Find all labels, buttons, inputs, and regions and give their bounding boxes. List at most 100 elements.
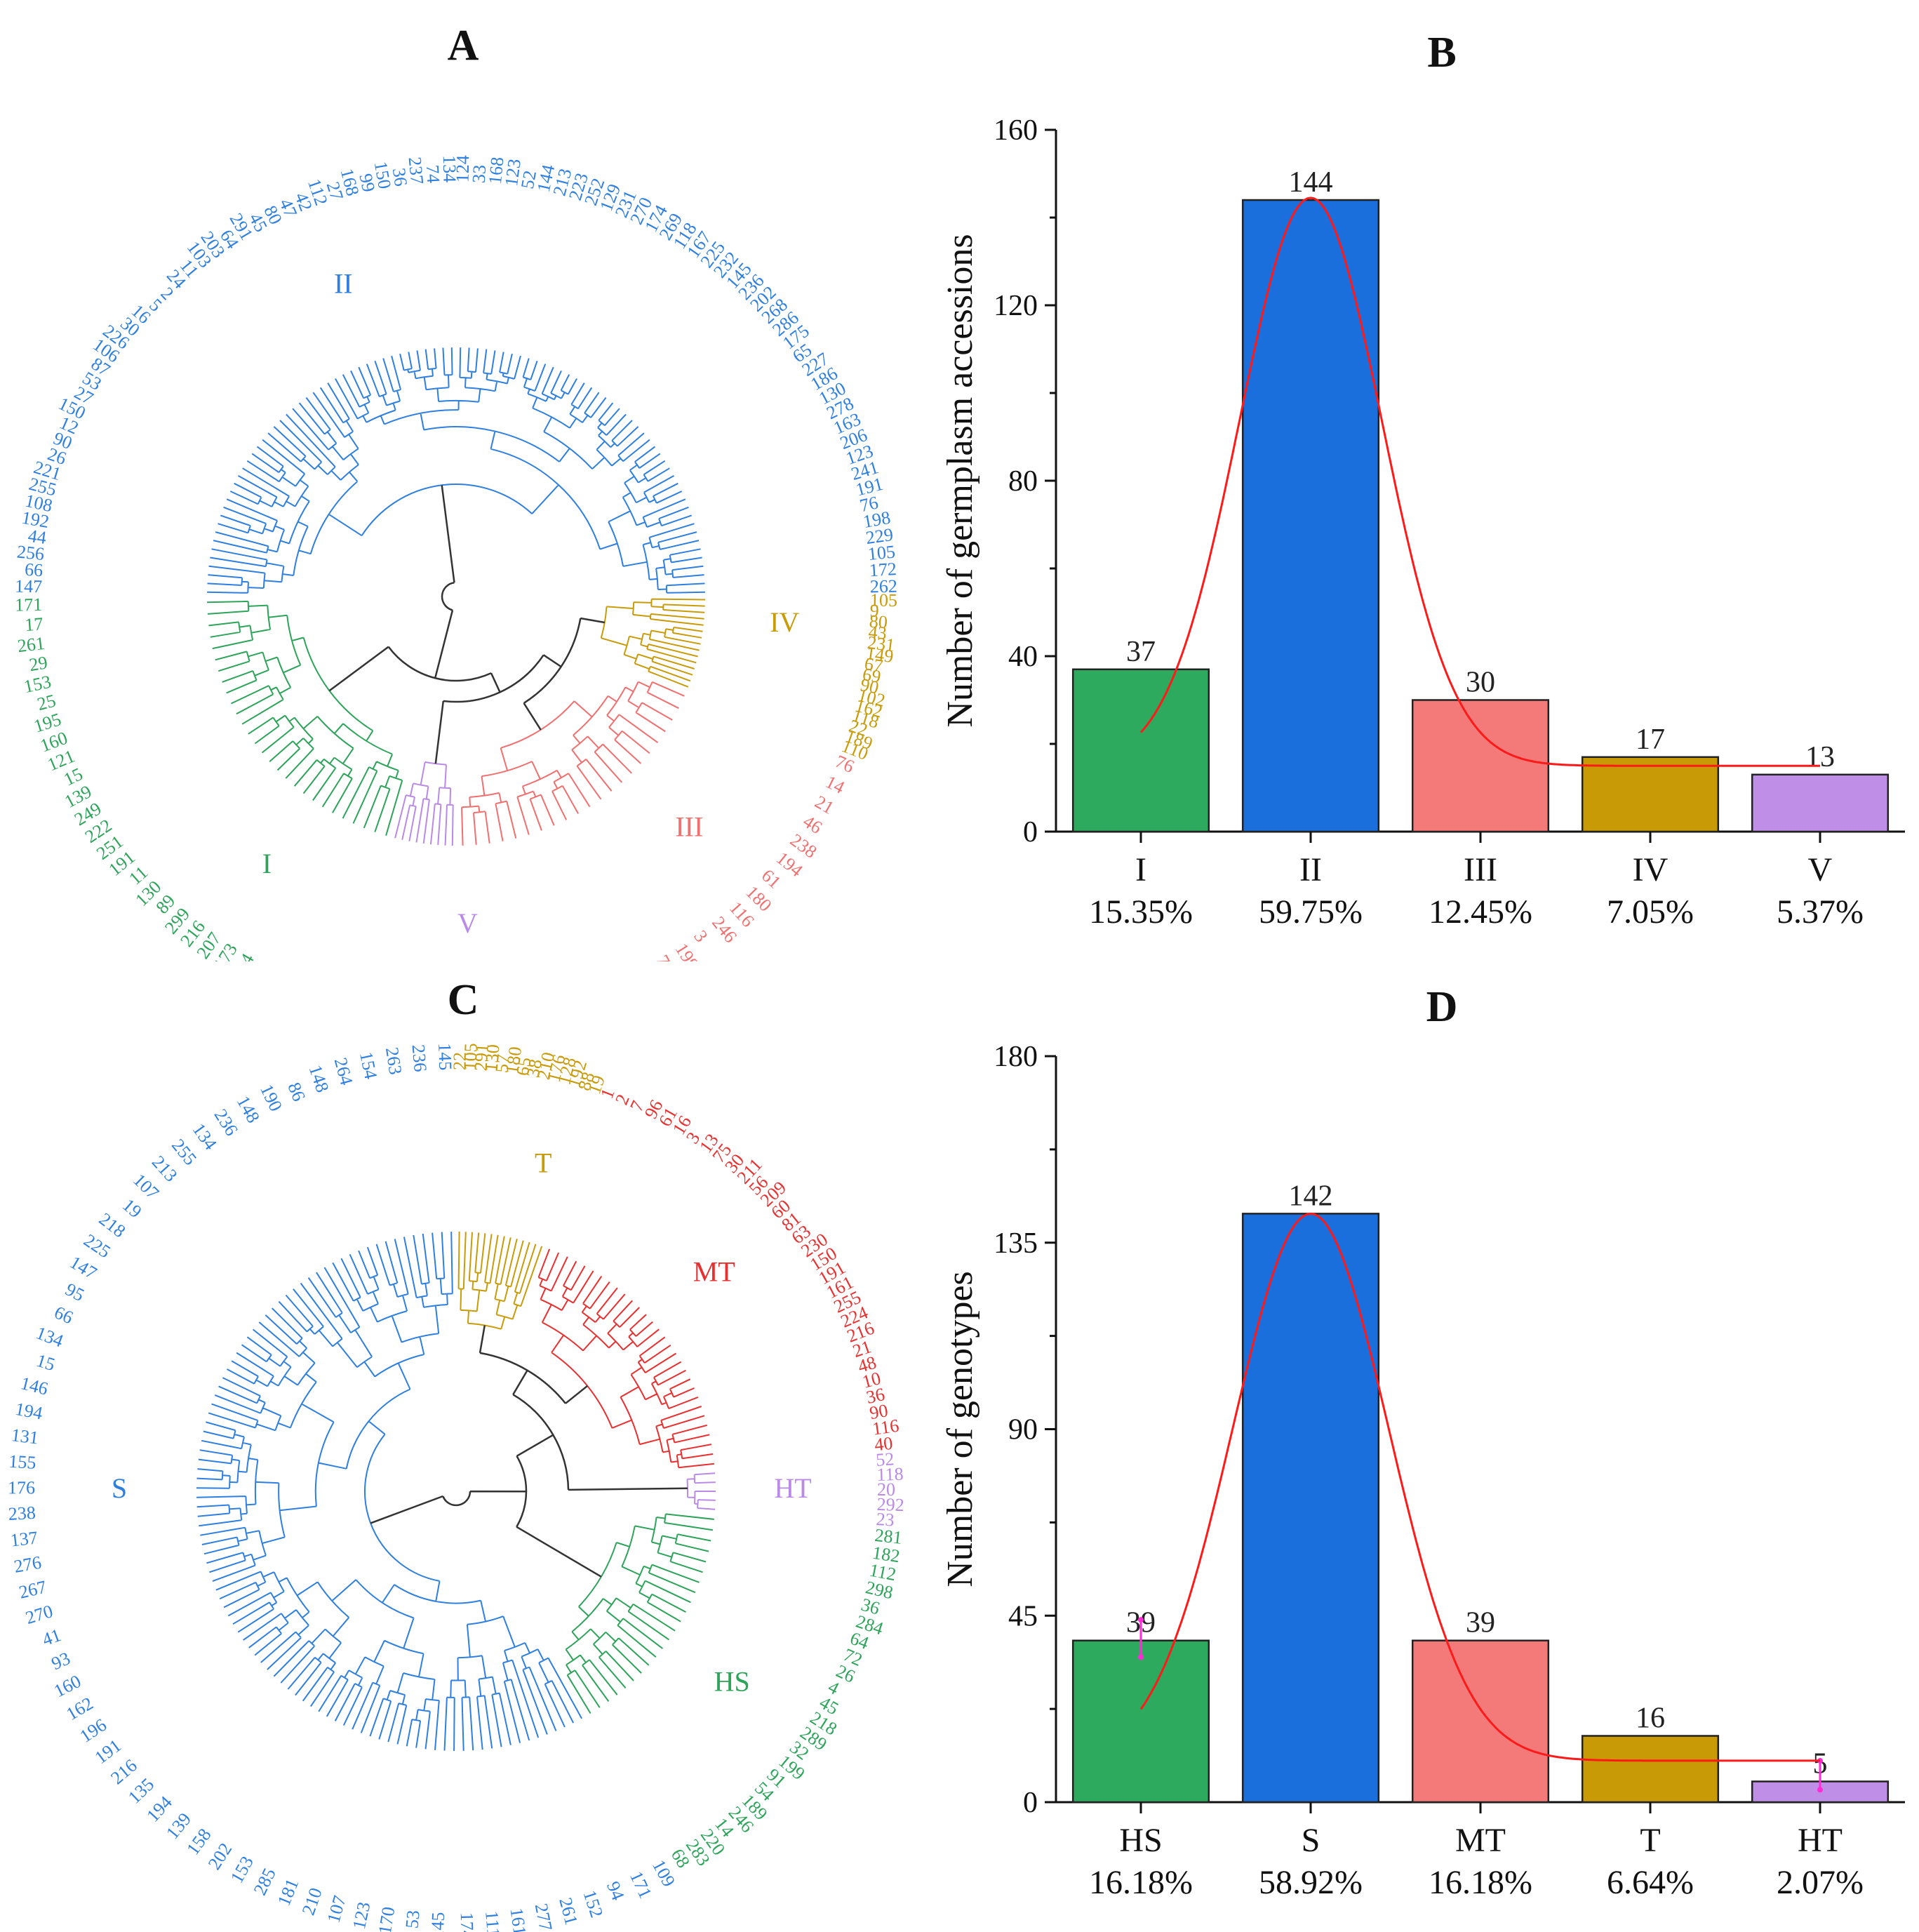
leaf-label: 145 (427, 1912, 448, 1932)
leaf-label: 231 (867, 632, 896, 655)
cluster-label-t: T (535, 1147, 551, 1179)
leaf-label: 105 (867, 541, 897, 564)
leaf-label: 262 (870, 576, 898, 597)
leaf-label: 261 (555, 1896, 582, 1927)
leaf-label: 52 (875, 1448, 895, 1470)
x-category-label: II (1299, 851, 1322, 888)
leaf-label: 41 (39, 1625, 63, 1650)
leaf-label: 20 (877, 1479, 895, 1500)
leaf-label: 168 (485, 156, 508, 185)
dendrogram-branches-ht (686, 1472, 716, 1510)
leaf-label: 9 (869, 601, 879, 621)
leaf-label: 172 (869, 559, 897, 580)
x-category-label: IV (1633, 851, 1669, 888)
bar-t (1581, 1735, 1720, 1804)
leaf-label: 29 (27, 652, 48, 675)
leaf-label: 76 (858, 492, 881, 516)
dendrogram-c: 221052911305718065382101761281928819T127… (8, 1043, 904, 1932)
y-tick-label: 160 (994, 114, 1038, 147)
leaf-label: 194 (13, 1399, 44, 1424)
leaf-label: 174 (457, 1912, 478, 1932)
leaf-label: 69 (861, 664, 883, 687)
leaf-label: 237 (404, 156, 427, 185)
leaf-label: 145 (434, 1043, 455, 1071)
dendrogram-branches-mt (537, 1248, 715, 1469)
bar-value-label: 37 (1126, 636, 1156, 668)
dendrogram-branches-i (207, 600, 403, 836)
y-tick-label: 120 (994, 290, 1038, 322)
leaf-label: 182 (871, 1543, 902, 1567)
bar-value-label: 13 (1805, 741, 1835, 773)
leaf-label: 264 (330, 1055, 357, 1087)
y-axis-label: Number of germplasm accessions (940, 234, 980, 727)
bar-value-label: 144 (1289, 166, 1333, 199)
leaf-label: 67 (863, 653, 884, 677)
leaf-label: 131 (10, 1425, 39, 1448)
x-percent-label: 7.05% (1607, 893, 1694, 931)
leaf-label: 57 (491, 1053, 514, 1074)
leaf-label: 66 (51, 1302, 76, 1328)
leaf-label: 93 (48, 1648, 73, 1674)
x-percent-label: 2.07% (1777, 1864, 1864, 1901)
panel-letter-b: B (1427, 29, 1457, 76)
leaf-label: 36 (389, 167, 411, 188)
x-category-label: III (1464, 851, 1497, 888)
dendrogram-branches-s (196, 1232, 582, 1752)
leaf-label: 270 (23, 1601, 55, 1628)
leaf-label: 155 (8, 1451, 37, 1473)
bar-value-label: 16 (1636, 1703, 1665, 1735)
leaf-label: 124 (453, 155, 474, 183)
dendrogram-branches-iv (600, 598, 706, 688)
leaf-label: 17 (24, 613, 44, 635)
bar-iv (1581, 756, 1720, 833)
dendrogram-backbone (370, 1325, 688, 1578)
cluster-label-mt: MT (693, 1256, 735, 1288)
leaf-label: 150 (370, 160, 395, 190)
dendrogram-branches-v (394, 761, 454, 846)
leaf-label: 94 (603, 1879, 629, 1903)
leaf-label: 292 (876, 1494, 904, 1515)
bar-value-label: 39 (1466, 1607, 1495, 1639)
x-percent-label: 58.92% (1259, 1864, 1363, 1901)
leaf-label: 148 (305, 1062, 333, 1095)
x-category-label: HS (1119, 1822, 1162, 1859)
x-percent-label: 16.18% (1089, 1864, 1193, 1901)
leaf-label: 256 (16, 541, 46, 564)
leaf-label: 277 (531, 1902, 556, 1932)
x-percent-label: 16.18% (1429, 1864, 1532, 1901)
leaf-label: 90 (868, 1400, 890, 1423)
leaf-label: 105 (460, 1043, 481, 1071)
panel-letter-c: C (447, 976, 479, 1024)
bar-v (1751, 773, 1890, 833)
leaf-label: 236 (408, 1044, 431, 1072)
leaf-label: 238 (8, 1503, 36, 1524)
dendrogram-backbone (328, 485, 606, 764)
gaussian-fit-curve (1139, 196, 1820, 767)
x-percent-label: 6.64% (1607, 1864, 1694, 1901)
leaf-label: 23 (876, 1509, 895, 1531)
x-category-label: I (1135, 851, 1146, 888)
bar-value-label: 30 (1466, 667, 1495, 699)
x-category-label: V (1808, 851, 1833, 888)
leaf-label: 176 (8, 1477, 35, 1498)
y-axis-label: Number of genotypes (940, 1271, 980, 1587)
bar-iii (1411, 699, 1550, 833)
leaf-label: 22 (449, 1052, 469, 1070)
cluster-label-s: S (112, 1472, 127, 1504)
leaf-label: 285 (250, 1865, 280, 1898)
y-tick-label: 0 (1023, 816, 1038, 848)
leaf-label: 43 (868, 622, 888, 644)
leaf-label: 137 (9, 1527, 39, 1550)
error-bar-cap (1138, 1617, 1144, 1623)
x-percent-label: 12.45% (1429, 893, 1532, 931)
dendrogram-branches-iii (461, 681, 685, 846)
panel-letter-d: D (1426, 983, 1458, 1031)
bar-s (1241, 1213, 1380, 1804)
leaf-label: 105 (870, 590, 897, 611)
leaf-label: 123 (501, 158, 525, 188)
cluster-label-iii: III (675, 811, 703, 842)
leaf-label: 74 (422, 164, 443, 184)
leaf-label: 65 (512, 1055, 535, 1077)
x-percent-label: 5.37% (1777, 893, 1864, 931)
leaf-label: 149 (865, 643, 895, 667)
